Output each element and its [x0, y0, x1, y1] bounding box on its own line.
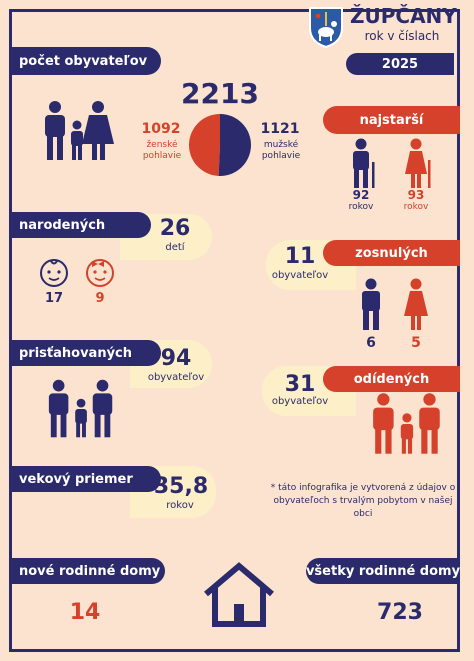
pie-slice-female	[188, 114, 220, 176]
header-year: 2025	[346, 53, 454, 75]
births-label: narodených	[9, 212, 151, 238]
emigrants-label: odídených	[323, 366, 460, 392]
births-unit: detí	[165, 242, 185, 253]
oldest-female-age: 93	[407, 188, 425, 202]
gender-pie-chart	[188, 114, 251, 176]
header-subtitle: rok v číslach	[364, 29, 440, 43]
female-count: 1092	[141, 121, 181, 137]
old-man-icon	[353, 138, 375, 188]
births-girls: 9	[95, 291, 105, 306]
pie-slice-male	[218, 114, 251, 176]
woman-icon	[404, 278, 428, 330]
oldest-male-age: 92	[352, 188, 370, 202]
header-title: ŽUPČANY	[350, 4, 457, 28]
female-label: ženské pohlavie	[142, 140, 182, 161]
deaths-count: 11	[284, 244, 316, 269]
male-count: 1121	[260, 121, 300, 137]
oldest-female-unit: rokov	[403, 202, 429, 212]
population-label: počet obyvateľov	[9, 47, 161, 75]
population-total: 2213	[181, 77, 259, 110]
old-woman-icon	[405, 138, 431, 188]
page-frame	[9, 9, 460, 652]
births-boys: 17	[44, 291, 64, 306]
baby-boy-icon	[40, 259, 68, 287]
new-houses-count: 14	[69, 600, 101, 625]
oldest-male-unit: rokov	[348, 202, 374, 212]
coat-of-arms-icon	[309, 7, 343, 48]
deaths-unit: obyvateľov	[271, 270, 329, 281]
immigrants-unit: obyvateľov	[147, 372, 205, 383]
all-houses-label: všetky rodinné domy	[306, 558, 460, 584]
immigrants-label: prisťahovaných	[9, 340, 161, 366]
house-icon	[204, 562, 274, 627]
deaths-female: 5	[411, 335, 421, 351]
deaths-male: 6	[366, 335, 376, 351]
baby-girl-icon	[86, 259, 114, 287]
average-age-label: vekový priemer	[9, 466, 161, 492]
immigrants-count: 94	[160, 346, 192, 371]
note-text: * táto infografika je vytvorená z údajov…	[270, 483, 456, 520]
oldest-label: najstarší	[323, 106, 460, 134]
all-houses-count: 723	[377, 600, 423, 625]
average-age-unit: rokov	[166, 500, 194, 511]
emigrants-family-icon	[373, 393, 440, 454]
average-age-value: 35,8	[153, 474, 209, 499]
immigrants-family-icon	[48, 379, 113, 438]
deaths-label: zosnulých	[323, 240, 460, 266]
emigrants-count: 31	[284, 372, 316, 397]
male-label: mužské pohlavie	[261, 140, 301, 161]
emigrants-unit: obyvateľov	[271, 396, 329, 407]
man-icon	[362, 278, 380, 330]
births-count: 26	[159, 216, 191, 241]
family-icon	[45, 101, 114, 160]
new-houses-label: nové rodinné domy	[9, 558, 165, 584]
